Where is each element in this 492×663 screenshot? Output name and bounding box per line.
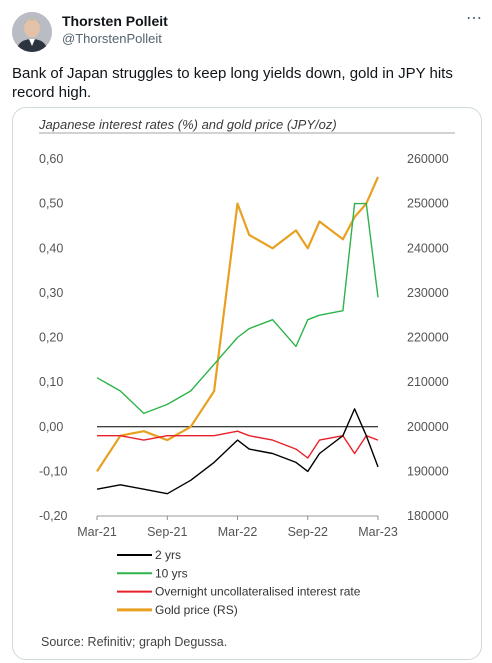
y-left-tick-label: -0,20 — [39, 509, 68, 523]
author-name[interactable]: Thorsten Polleit — [62, 13, 168, 29]
y-left-tick-label: 0,10 — [39, 375, 63, 389]
legend-label: 10 yrs — [155, 566, 188, 580]
x-tick-label: Mar-21 — [77, 525, 117, 539]
y-left-tick-label: 0,20 — [39, 331, 63, 345]
x-tick-label: Sep-21 — [147, 525, 187, 539]
avatar[interactable] — [12, 12, 52, 52]
y-right-tick-label: 260000 — [407, 152, 449, 166]
tweet-text: Bank of Japan struggles to keep long yie… — [12, 65, 453, 101]
y-right-tick-label: 240000 — [407, 241, 449, 255]
y-right-tick-label: 220000 — [407, 331, 449, 345]
y-right-tick-label: 230000 — [407, 286, 449, 300]
chart: Japanese interest rates (%) and gold pri… — [38, 117, 455, 649]
chart-image[interactable]: Japanese interest rates (%) and gold pri… — [12, 107, 482, 660]
more-options-icon[interactable]: ⋯ — [466, 10, 482, 27]
series-line-2 — [97, 430, 379, 459]
chart-title: Japanese interest rates (%) and gold pri… — [38, 117, 337, 132]
y-left-tick-label: 0,30 — [39, 286, 63, 300]
y-right-tick-label: 180000 — [407, 509, 449, 523]
legend-label: Gold price (RS) — [155, 603, 238, 617]
y-right-tick-label: 250000 — [407, 197, 449, 211]
y-right-tick-label: 200000 — [407, 420, 449, 434]
y-left-tick-label: 0,60 — [39, 152, 63, 166]
y-left-tick-label: 0,40 — [39, 241, 63, 255]
y-left-tick-label: 0,00 — [39, 420, 63, 434]
chart-source: Source: Refinitiv; graph Degussa. — [41, 635, 227, 649]
y-right-tick-label: 190000 — [407, 464, 449, 478]
legend-label: 2 yrs — [155, 548, 181, 562]
series-line-3 — [96, 176, 380, 473]
x-tick-label: Mar-22 — [218, 525, 258, 539]
avatar-image — [12, 12, 52, 52]
legend-label: Overnight uncollateralised interest rate — [155, 585, 361, 599]
y-left-tick-label: 0,50 — [39, 197, 63, 211]
series-line-0 — [96, 408, 379, 495]
x-tick-label: Sep-22 — [288, 525, 328, 539]
y-left-tick-label: -0,10 — [39, 464, 68, 478]
y-right-tick-label: 210000 — [407, 375, 449, 389]
x-tick-label: Mar-23 — [358, 525, 398, 539]
series-line-1 — [96, 202, 379, 415]
author-handle[interactable]: @ThorstenPolleit — [62, 31, 162, 46]
